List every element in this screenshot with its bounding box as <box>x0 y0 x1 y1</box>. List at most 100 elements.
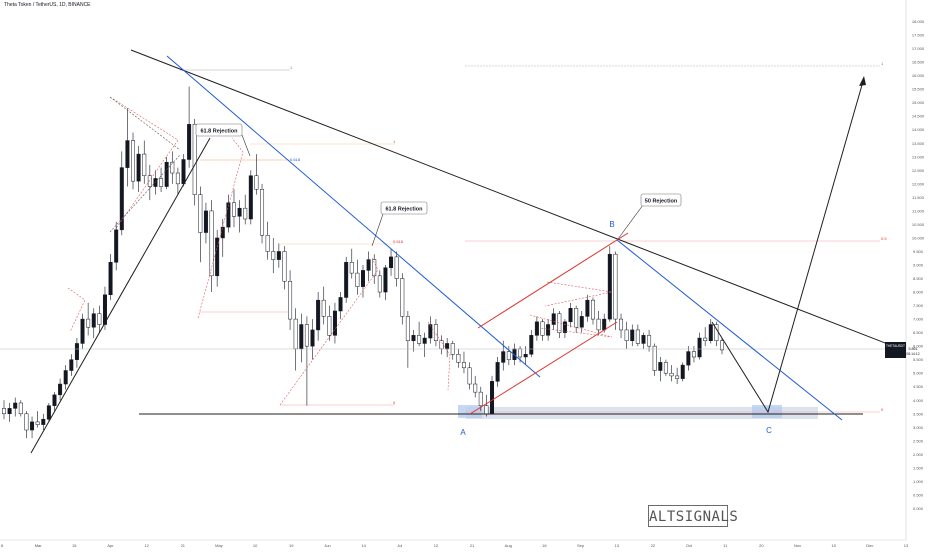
candle <box>607 246 612 322</box>
price-axis[interactable]: 18.00017.50017.00016.50016.00015.50015.0… <box>0 0 925 548</box>
y-tick-label: 2.500 <box>913 438 924 443</box>
candle <box>495 356 500 387</box>
x-tick-label: Mar <box>35 543 43 548</box>
x-tick-label: 16 <box>542 543 547 548</box>
candle <box>215 229 220 287</box>
candle <box>304 316 309 406</box>
candle <box>361 265 365 298</box>
rejection-2-leader <box>371 213 384 247</box>
candle <box>203 202 208 244</box>
candle <box>585 294 590 322</box>
drawings <box>0 49 899 454</box>
y-tick-label: 15.500 <box>912 87 925 92</box>
candle-body <box>46 405 51 420</box>
rejection-1-text: 61.8 Rejection <box>201 129 239 135</box>
candle-body <box>91 313 96 328</box>
candle <box>720 338 724 355</box>
candle <box>321 286 326 325</box>
candle-body <box>226 202 231 228</box>
candle-body <box>501 351 506 363</box>
x-tick-label: 14 <box>361 543 366 548</box>
candle-body <box>523 354 528 358</box>
y-tick-label: 8.500 <box>913 276 924 281</box>
x-tick-label: Jul <box>397 543 402 548</box>
candle-body <box>327 316 332 336</box>
candle <box>41 413 46 431</box>
candle <box>568 302 573 328</box>
candle <box>377 270 382 298</box>
fib1-top-label: 1 <box>290 65 293 70</box>
candle-body <box>619 318 624 331</box>
y-tick-label: 13.000 <box>912 154 925 159</box>
fib3-top-label: 1 <box>881 61 884 66</box>
candle-body <box>321 299 326 317</box>
candle <box>316 292 321 341</box>
candle-body <box>2 408 6 415</box>
candle <box>282 246 287 290</box>
candle-body <box>136 153 141 182</box>
x-tick-label: Jun <box>324 543 330 548</box>
y-tick-label: 7.500 <box>913 303 924 308</box>
wave-b-label: B <box>609 220 614 229</box>
y-tick-label: 3.000 <box>913 425 924 430</box>
candle-body <box>355 272 360 287</box>
candle <box>299 313 304 363</box>
candle <box>383 265 388 301</box>
symbol-title: Theta Token / TetherUS, 1D, BINANCE <box>4 2 91 8</box>
x-tick-label: 11 <box>723 543 728 548</box>
candle <box>231 189 236 228</box>
rejection-1-leader <box>241 134 251 157</box>
candle <box>411 329 416 352</box>
candle <box>697 332 702 360</box>
candle-body <box>170 161 175 174</box>
candle <box>175 167 180 195</box>
x-tick-label: 15 <box>831 543 836 548</box>
candle <box>2 400 6 420</box>
y-tick-label: 2.000 <box>913 452 924 457</box>
rejection-1-box <box>195 123 243 137</box>
candle-body <box>691 351 696 358</box>
y-tick-label: 17.000 <box>912 46 925 51</box>
candle <box>349 248 354 279</box>
candle <box>433 319 438 347</box>
candles <box>2 86 724 439</box>
candle-body <box>568 308 573 323</box>
candle-body <box>209 210 214 277</box>
candle-body <box>428 324 433 339</box>
y-tick-label: 11.000 <box>912 208 925 213</box>
support-zone <box>466 407 818 419</box>
candle <box>86 302 91 336</box>
candle-body <box>231 202 236 217</box>
candle <box>546 319 551 341</box>
candle <box>619 313 624 339</box>
candle-body <box>366 259 371 271</box>
candle-body <box>417 335 422 344</box>
candle <box>248 170 253 225</box>
candle <box>338 292 343 320</box>
candle-body <box>271 251 276 260</box>
candle-body <box>349 262 354 274</box>
candle <box>271 237 276 274</box>
candle-body <box>147 175 152 187</box>
fib2-top-label: 1 <box>393 139 396 144</box>
candle-body <box>248 175 253 220</box>
candle <box>461 351 466 374</box>
x-tick-label: Aug <box>505 543 512 548</box>
candle <box>18 400 23 417</box>
y-tick-label: 15.000 <box>912 100 925 105</box>
candle-body <box>697 337 702 358</box>
y-tick-label: 4.000 <box>913 398 924 403</box>
candle <box>355 259 360 295</box>
candle <box>523 346 528 366</box>
rejection-2-box <box>380 201 428 215</box>
candle-body <box>254 175 259 190</box>
blue-trendline-1 <box>166 55 541 378</box>
candle <box>136 145 141 192</box>
candle-body <box>108 262 113 296</box>
candle-body <box>439 340 444 350</box>
candle-body <box>383 267 388 293</box>
y-tick-label: 11.500 <box>912 195 925 200</box>
candle <box>170 151 175 184</box>
